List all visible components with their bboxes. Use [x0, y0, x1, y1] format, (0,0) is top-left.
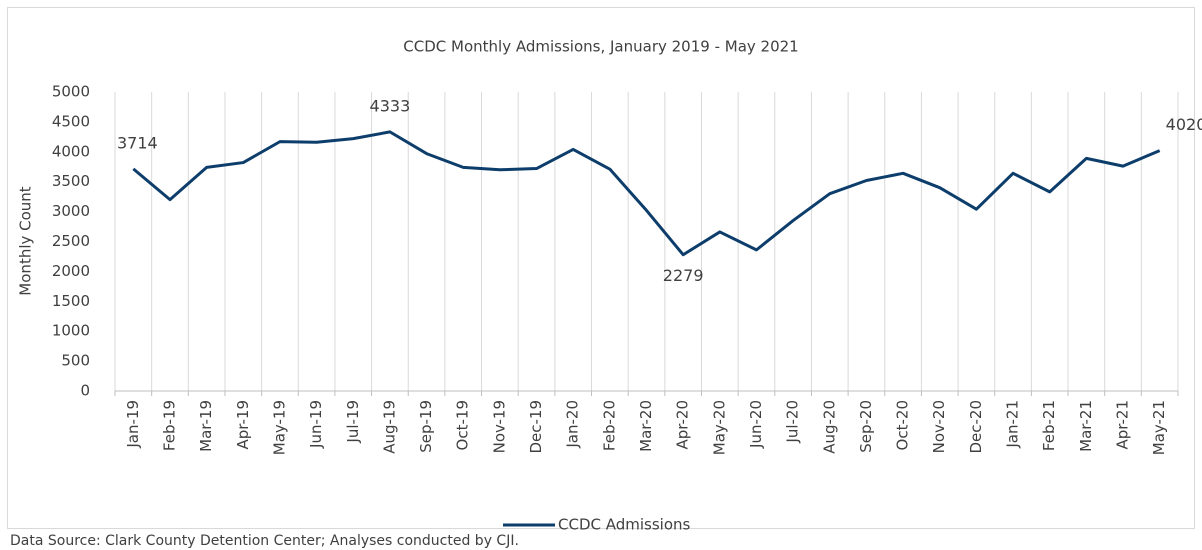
x-tick-label: Oct-20: [894, 400, 912, 450]
legend-label: CCDC Admissions: [558, 516, 691, 534]
y-tick-label: 2000: [52, 262, 90, 280]
x-tick-label: Mar-21: [1077, 400, 1095, 452]
x-tick-label: Sep-19: [417, 400, 435, 453]
x-tick-label: May-19: [270, 400, 288, 455]
x-tick-label: Feb-21: [1040, 400, 1058, 451]
chart-title: CCDC Monthly Admissions, January 2019 - …: [403, 38, 798, 56]
y-tick-label: 500: [61, 352, 90, 370]
x-tick-label: Jan-20: [564, 400, 582, 449]
x-tick-label: Apr-19: [234, 400, 252, 450]
data-label: 4333: [370, 96, 411, 115]
x-tick-label: Feb-20: [600, 400, 618, 451]
x-tick-label: Apr-20: [674, 400, 692, 450]
data-label: 4020: [1166, 115, 1202, 134]
series-line: [132, 130, 1161, 257]
x-tick-label: Aug-20: [820, 400, 838, 454]
y-tick-label: 1000: [52, 322, 90, 340]
source-note: Data Source: Clark County Detention Cent…: [10, 533, 519, 549]
y-tick-label: 4000: [52, 142, 90, 160]
chart-border: [7, 7, 1195, 529]
y-axis-label: Monthly Count: [17, 186, 35, 295]
x-tick-label: May-21: [1150, 400, 1168, 455]
x-tick-label: Dec-20: [967, 400, 985, 454]
y-tick-label: 1500: [52, 292, 90, 310]
y-tick-label: 4500: [52, 112, 90, 130]
data-label: 3714: [117, 133, 158, 152]
x-tick-label: Jan-19: [124, 400, 142, 449]
y-tick-label: 2500: [52, 232, 90, 250]
x-tick-label: Aug-19: [380, 400, 398, 454]
x-tick-label: Jun-20: [747, 400, 765, 449]
x-tick-label: Oct-19: [454, 400, 472, 450]
y-tick-label: 3500: [52, 172, 90, 190]
x-tick-label: May-20: [710, 400, 728, 455]
x-tick-label: Feb-19: [160, 400, 178, 451]
x-tick-label: Jan-21: [1004, 400, 1022, 449]
y-tick-label: 0: [80, 382, 90, 400]
x-tick-label: Jul-20: [784, 400, 802, 444]
x-tick-label: Jul-19: [344, 400, 362, 444]
y-tick-label: 3000: [52, 202, 90, 220]
x-tick-label: Dec-19: [527, 400, 545, 454]
x-tick-label: Mar-19: [197, 400, 215, 452]
y-tick-label: 5000: [52, 83, 90, 101]
x-tick-label: Nov-20: [930, 400, 948, 453]
x-tick-label: Nov-19: [490, 400, 508, 453]
x-tick-label: Jun-19: [307, 400, 325, 449]
x-tick-label: Sep-20: [857, 400, 875, 453]
x-tick-label: Mar-20: [637, 400, 655, 452]
x-tick-label: Apr-21: [1114, 400, 1132, 450]
data-label: 2279: [663, 266, 704, 285]
